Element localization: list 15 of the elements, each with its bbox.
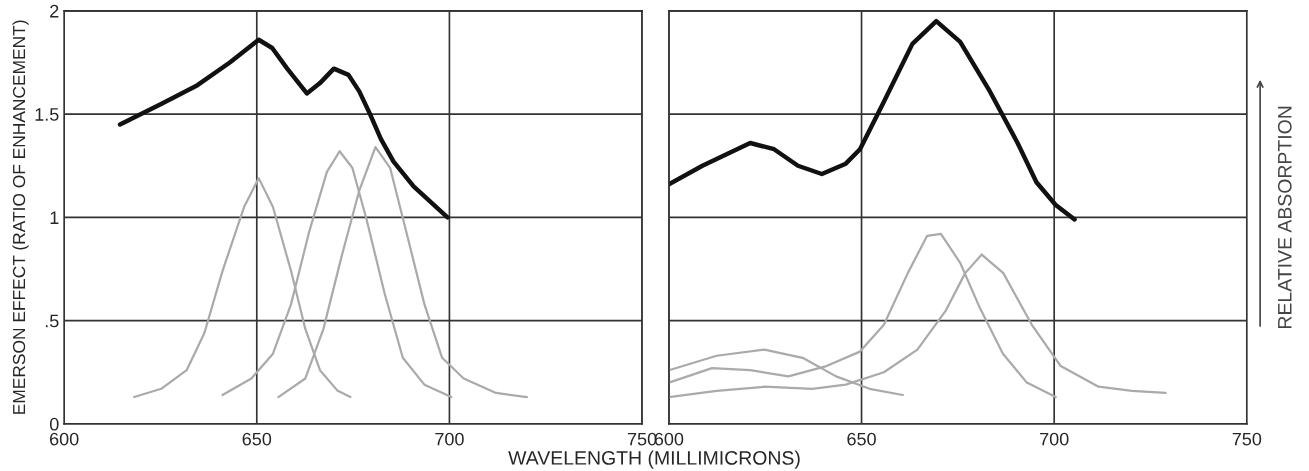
y-axis-title: EMERSON EFFECT (RATIO OF ENHANCEMENT) [12, 20, 29, 414]
y-tick-label: 1 [50, 211, 59, 224]
x-tick-label: 600 [50, 432, 79, 446]
y-tick-label: 2 [50, 4, 59, 18]
x-tick-label: 650 [847, 432, 876, 446]
y-tick-label: 0 [49, 417, 59, 431]
y-tick-label: .5 [45, 314, 59, 328]
x-tick-label: 650 [242, 432, 272, 446]
x-tick-label: 700 [1040, 432, 1069, 446]
x-tick-label: 750 [1232, 432, 1262, 446]
line-series [117, 37, 450, 220]
x-axis-title: WAVELENGTH (MILLIMICRONS) [508, 450, 800, 469]
y2-axis-title: RELATIVE ABSORPTION [1277, 106, 1292, 328]
x-tick-label: 700 [435, 432, 464, 446]
y-tick-label: 1.5 [35, 108, 59, 121]
